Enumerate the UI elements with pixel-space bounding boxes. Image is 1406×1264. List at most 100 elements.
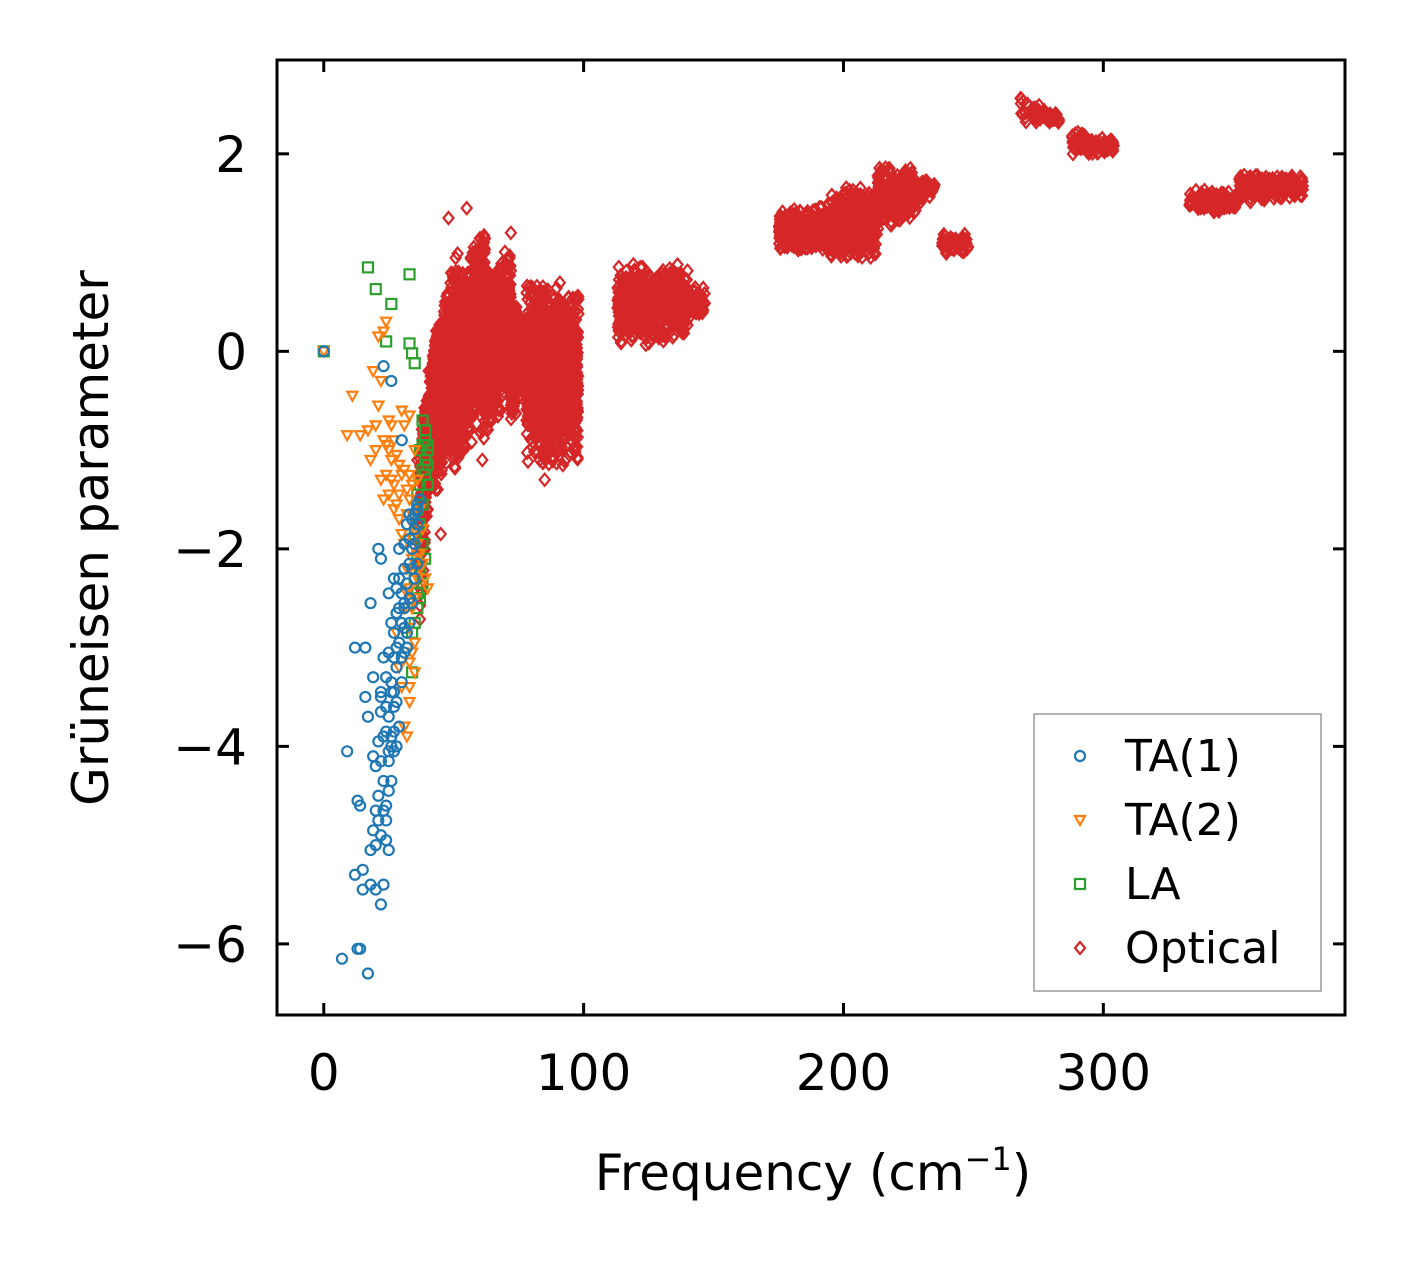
data-point [617,296,631,313]
data-point [553,274,567,291]
data-point [670,300,684,317]
data-point [473,378,487,394]
data-point [523,295,537,311]
data-point [486,411,499,428]
data-point [688,279,702,296]
data-point [630,322,644,339]
data-point [449,428,463,444]
data-point [558,343,571,359]
data-point [457,389,471,406]
data-point [458,351,472,367]
data-point [540,388,554,404]
data-point [475,264,489,281]
data-point [678,278,692,294]
data-point [521,417,535,433]
data-point [455,304,468,320]
data-point [504,411,518,427]
data-point [562,384,575,400]
data-point [667,289,681,305]
data-point [427,413,441,430]
data-point [497,336,511,353]
data-point [495,371,509,388]
data-point [522,403,536,419]
data-point [640,329,654,346]
data-point [492,324,506,340]
data-point [507,398,521,414]
data-point [524,431,537,447]
data-point [664,272,677,288]
data-point [570,345,584,362]
data-point [698,285,711,302]
data-point [509,299,523,315]
data-point [428,390,442,407]
data-point [521,353,535,370]
data-point [523,313,537,329]
data-point [563,395,577,412]
data-point [449,343,463,360]
data-point [509,373,523,390]
data-point [447,369,461,385]
data-point [548,418,562,435]
data-point [433,325,446,342]
data-point [428,475,442,492]
data-point [467,239,481,255]
data-point [677,325,691,341]
data-point [480,383,494,400]
data-point [435,454,449,471]
data-point [543,439,556,455]
data-point [571,451,584,467]
data-point [630,308,644,324]
data-point [545,321,559,337]
data-point [477,242,491,259]
data-point [666,329,680,346]
data-point [640,282,654,298]
data-point [449,250,463,266]
data-point [544,303,558,320]
data-point [537,405,551,421]
data-point [432,388,446,405]
data-point [440,288,454,304]
data-point [531,318,545,334]
data-point [473,339,487,355]
data-point [568,420,582,436]
data-point [545,417,559,434]
data-point [432,368,445,384]
data-point [623,318,636,334]
data-point [477,315,491,331]
data-point [526,434,540,450]
data-point [520,444,534,461]
data-point [477,300,491,316]
data-point [534,283,548,300]
data-point [537,428,551,444]
data-point [504,397,518,413]
data-point [451,449,465,466]
data-point [504,297,518,313]
data-point [685,300,699,317]
data-point [632,318,646,335]
data-point [434,349,448,366]
data-point [450,442,464,458]
data-point [657,319,671,335]
data-point [651,294,665,311]
data-point [530,278,544,294]
data-point [450,365,464,382]
data-point [546,449,560,465]
data-point [531,329,545,345]
data-point [456,265,470,282]
data-point [528,368,542,385]
data-point [524,330,538,347]
data-point [683,295,697,311]
data-point [562,290,575,306]
data-point [486,278,499,295]
data-point [533,380,547,397]
data-point [626,256,640,273]
data-point [437,364,451,381]
data-point [550,305,564,321]
data-point [435,425,449,441]
data-point [656,262,670,279]
data-point [487,395,501,411]
data-point [504,351,518,367]
data-point [465,434,479,450]
